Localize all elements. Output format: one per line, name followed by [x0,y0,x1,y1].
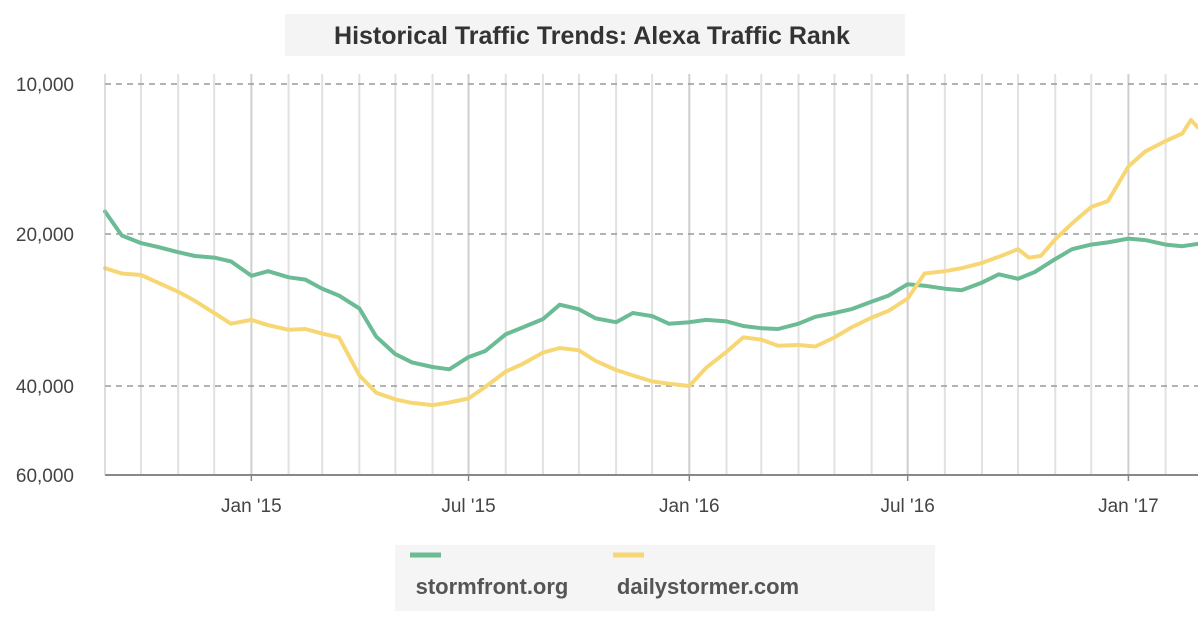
y-tick-label: 60,000 [16,466,74,487]
y-tick-label: 20,000 [16,225,74,246]
legend: stormfront.org dailystormer.com [410,552,799,599]
title-background [285,14,905,56]
y-tick-label: 40,000 [16,377,74,398]
legend-label: dailystormer.com [617,574,799,599]
x-axis-ticks: Jan '15 Jul '15 Jan '16 Jul '16 Jan '17 [221,475,1159,517]
y-tick-label: 10,000 [16,75,74,96]
series-line-1 [103,118,1198,408]
x-tick-label: Jul '15 [441,496,495,517]
vertical-gridlines [139,74,1167,475]
legend-label: stormfront.org [416,574,569,599]
legend-background [395,545,935,611]
x-tick-label: Jul '16 [880,496,934,517]
x-tick-label: Jan '17 [1098,496,1159,517]
x-tick-label: Jan '16 [659,496,720,517]
series-lines [103,118,1198,408]
series-line-0 [103,209,1198,372]
x-tick-label: Jan '15 [221,496,282,517]
chart-title: Historical Traffic Trends: Alexa Traffic… [334,22,850,50]
y-axis-ticks: 10,000 20,000 40,000 60,000 [16,75,74,487]
